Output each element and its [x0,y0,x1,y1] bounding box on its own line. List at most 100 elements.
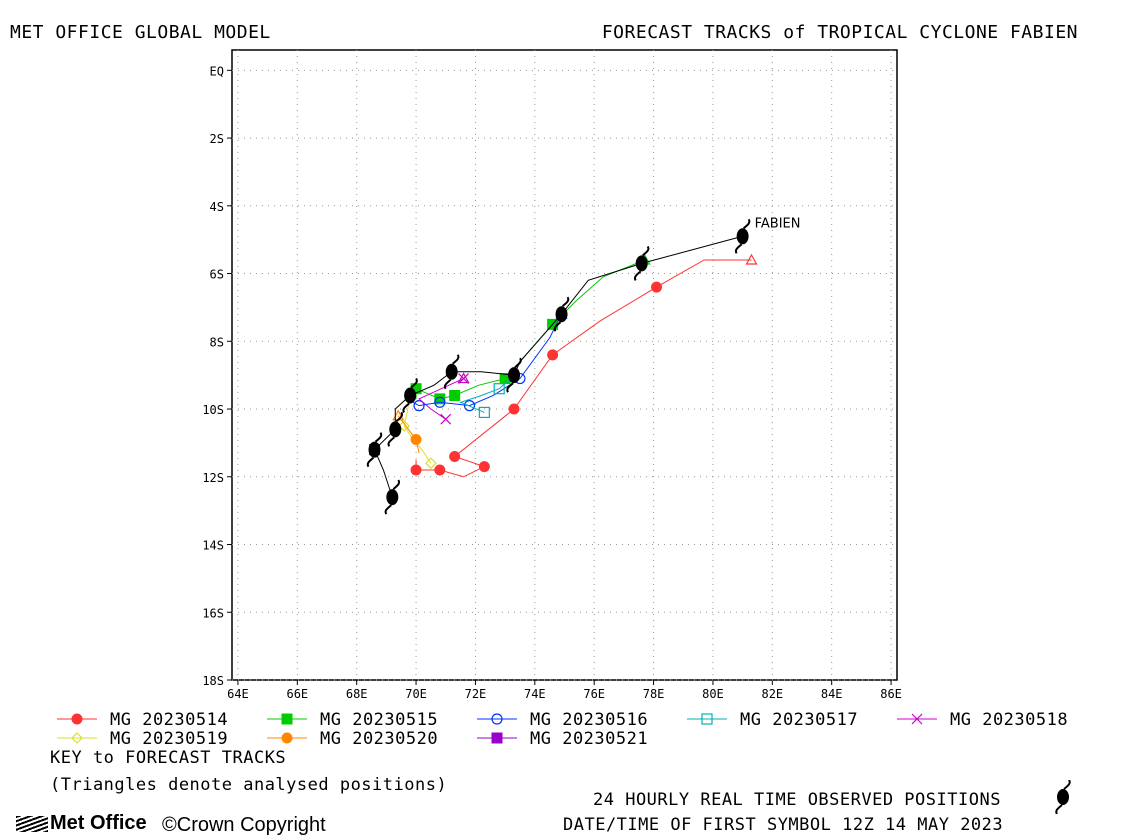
observed-note: 24 HOURLY REAL TIME OBSERVED POSITIONS [593,790,1001,810]
legend-marker [491,732,503,744]
cyclone-body [386,489,399,506]
series-marker [493,383,505,395]
legend-item: MG 20230515 [267,710,438,730]
legend-label: MG 20230519 [110,729,228,749]
cyclone-body [389,421,402,438]
legend-marker [281,713,293,725]
cyclone-arm [443,378,452,390]
legend-label: MG 20230514 [110,710,228,730]
y-tick-label: 18S [202,674,224,688]
series-marker [547,349,559,361]
observed-cyclone-symbol [402,377,418,414]
cyclone-arm [514,357,522,368]
cyclone-arm [506,382,514,393]
observed-cyclone-icon [1055,780,1071,814]
series-marker [499,373,511,385]
cyclone-body [368,441,381,458]
cyclone-arm [366,456,375,468]
series-marker [508,403,520,415]
x-tick-label: 84E [821,687,843,701]
series-line [418,378,464,420]
series-marker [478,406,490,419]
legend-item: MG 20230519 [57,729,228,749]
series-marker [434,396,446,408]
legend-label: MG 20230515 [320,710,438,730]
y-tick-label: 2S [210,132,224,146]
series-line [403,395,432,464]
met-office-logo-text: Met Office [50,812,147,834]
cyclone-body [635,255,648,272]
observed-cyclone-symbol [387,411,404,447]
series-marker [410,434,422,446]
x-tick-label: 86E [880,687,902,701]
series-marker [449,389,461,401]
y-tick-label: 16S [202,606,224,620]
x-tick-label: 80E [702,687,724,701]
x-tick-label: 78E [643,687,665,701]
cyclone-body [736,228,749,245]
series-marker [651,281,663,293]
legend-item: MG 20230514 [57,710,228,730]
y-tick-label: 12S [202,471,224,485]
y-tick-label: 10S [202,403,224,417]
legend-label: MG 20230521 [530,729,648,749]
cyclone-arm [395,411,404,423]
series-marker [440,413,452,425]
series-marker [478,461,490,473]
legend-marker [911,713,923,725]
x-tick-label: 68E [346,687,368,701]
cyclone-body [404,387,417,404]
cyclone-arm [402,402,410,414]
cyclone-arm [561,296,570,307]
series-marker [410,464,422,476]
series-marker [413,400,425,412]
storm-label: FABIEN [755,216,801,231]
observed-cyclone-symbol [506,357,522,393]
legend-marker [491,713,503,725]
y-tick-label: 4S [210,200,224,214]
chart-title: FORECAST TRACKS of TROPICAL CYCLONE FABI… [601,22,1078,43]
series-line [406,313,562,407]
cyclone-body [445,363,458,380]
legend-item: MG 20230520 [267,729,438,749]
series-marker [449,450,461,462]
cyclone-arm [734,243,743,254]
x-tick-label: 82E [761,687,783,701]
legend-item: MG 20230516 [477,710,648,730]
cyclone-arm [410,377,418,389]
x-tick-label: 72E [465,687,487,701]
observed-cyclone-symbol [443,354,460,390]
x-tick-label: 70E [405,687,427,701]
y-tick-label: EQ [210,64,224,78]
observed-cyclone-symbol [633,245,650,281]
cyclone-arm [374,432,383,443]
series-marker [425,457,437,470]
key-title: KEY to FORECAST TRACKS [50,748,287,768]
cyclone-arm [553,321,562,332]
series-marker [434,393,446,405]
cyclone-arm [392,479,401,490]
x-tick-label: 66E [286,687,308,701]
x-tick-label: 74E [524,687,546,701]
met-office-wave-icon [16,815,48,832]
model-title: MET OFFICE GLOBAL MODEL [10,22,271,43]
series-marker [458,373,469,384]
series-marker [398,420,411,432]
observed-cyclone-symbol [366,432,383,468]
analysed-position-triangle [745,253,758,265]
cyclone-body [508,367,521,384]
cyclone-arm [452,354,460,365]
copyright-text: Crown Copyright [176,814,326,836]
met-office-logo: Met Office [16,812,147,835]
y-tick-label: 14S [202,539,224,553]
legend-label: MG 20230516 [530,710,648,730]
legend-marker [71,713,83,725]
cyclone-arm [743,218,751,230]
cyclone-arm [642,245,650,257]
legend-item: MG 20230521 [477,729,648,749]
copyright-icon: © [162,814,177,836]
plot-frame [231,49,898,681]
legend-item: MG 20230518 [897,710,1068,730]
first-symbol-note: DATE/TIME OF FIRST SYMBOL 12Z 14 MAY 202… [563,815,1004,835]
